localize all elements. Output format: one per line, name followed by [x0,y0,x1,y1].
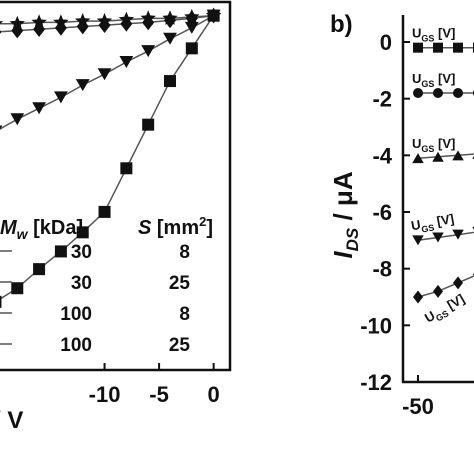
series-diamond-point [54,20,67,36]
panel-a-series-group [0,7,222,308]
series-triangle-up-point [452,150,464,161]
x-tick-label: -50 [402,394,434,419]
series-triangle-down-point [75,79,90,92]
series-triangle-down-point [119,55,134,68]
x-tick-label: -5 [149,382,169,407]
legend-header-mw: Mw [kDa] [0,217,83,242]
y-tick-label: -12 [360,370,392,395]
series-triangle-down-point [54,91,68,104]
legend-s-value: 25 [169,273,191,294]
series-square-point [76,226,89,239]
series-square-point [185,42,198,55]
series-triangle-down-point [412,235,424,246]
series-annotation: UGS [V] [410,211,456,236]
y-tick-label: -6 [372,200,392,225]
svg-text:IDS / μA: IDS / μA [328,171,362,258]
legend-rows: 30 8 30 25 100 8 100 25 [0,242,190,356]
series-diamond-point [142,14,155,31]
series-square-point [433,42,443,53]
y-tick-label: -10 [360,313,392,338]
series-diamond-point [33,21,46,38]
panel-b-letter: b) [330,11,353,38]
series-triangle-down-point [432,232,444,243]
series-triangle-down-point [97,68,112,81]
series-circle-point [433,88,443,98]
series-diamond-point [413,290,423,304]
legend-s-value: 8 [179,304,190,325]
series-diamond-point [76,18,89,35]
series-triangle-down-point [163,32,177,45]
series-star-point [0,21,4,31]
panel-b-x-ticks: -50 [402,375,434,419]
series-square-point [142,118,155,131]
series-circle-point [453,88,463,98]
panel-b-y-ticks: 0 -2 -4 -6 -8 -10 -12 [360,30,410,395]
series-square-point [0,295,2,308]
y-tick-label: -8 [372,257,392,282]
series-square-point [207,9,220,22]
series-diamond-point [11,22,24,39]
series-square-point [33,263,46,276]
series-diamond-point [164,12,176,29]
series-annotation: UGS [V] [412,71,455,89]
series-diamond-line [417,275,474,298]
series-square-point [164,75,176,88]
y-tick-label: -2 [372,87,392,112]
legend-mw-value: 30 [71,242,92,263]
panel-a: -10 -5 0 Mw [kDa] S [mm2] 30 8 30 25 100 8 100 25… [0,0,232,434]
panel-a-x-axis-label: / V [0,407,23,434]
series-circle-point [413,88,423,98]
legend-s-value: 8 [179,242,190,263]
series-square-point [11,282,24,295]
panel-b: b) IDS / μA 0-2-4-6-8-10-12 -50 UGS [V]U… [328,11,474,419]
panel-a-legend: Mw [kDa] S [mm2] 30 8 30 25 100 8 100 25 [0,214,213,356]
series-annotation: UGS [V] [412,136,455,154]
series-diamond-point [0,30,2,34]
panel-b-y-axis-label: IDS / μA [328,171,362,258]
legend-mw-value: 30 [71,273,92,294]
series-triangle-down-point [452,229,464,240]
y-tick-label: 0 [380,30,392,55]
series-square-point [54,245,67,258]
panel-a-frame [0,0,232,372]
series-triangle-up-point [432,151,444,162]
series-annotation: UGS [V] [412,26,455,44]
series-square-point [413,42,423,53]
series-diamond-point [120,16,133,32]
series-triangle-down-point [141,45,156,58]
series-annotation: UGS [V] [422,291,469,328]
series-square-point [98,205,111,218]
x-tick-label: -10 [89,382,121,407]
legend-mw-value: 100 [60,335,92,356]
panel-b-series-group [412,42,474,304]
x-tick-label: 0 [208,382,220,407]
legend-mw-value: 100 [60,304,92,325]
series-triangle-down-point [184,21,199,34]
series-diamond-point [453,276,463,290]
series-diamond-point [433,284,443,298]
y-tick-label: -4 [372,143,392,168]
series-triangle-up-point [412,153,424,164]
panel-b-annotations: UGS [V] UGS [V] UGS [V] UGS [V] UGS [V] [410,26,469,328]
series-diamond-point [98,17,111,33]
series-triangle-down-point [32,102,46,115]
legend-s-value: 25 [169,335,191,356]
legend-header-s: S [mm2] [138,214,213,239]
series-square-point [453,42,463,53]
panel-a-x-ticks: -10 -5 0 [89,363,220,407]
series-triangle-down-point [10,113,25,126]
series-square-point [120,162,133,175]
series-triangle-down-point [0,125,3,130]
